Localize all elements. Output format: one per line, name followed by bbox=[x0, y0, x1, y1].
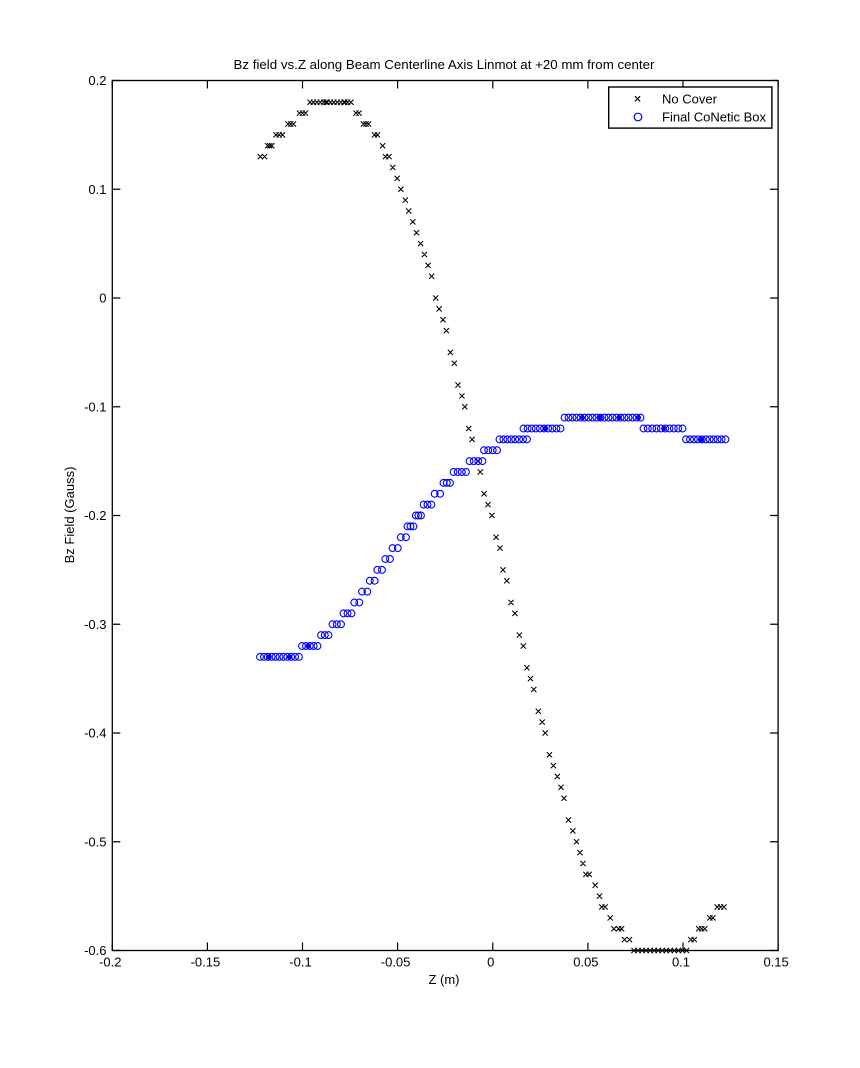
svg-text:0: 0 bbox=[99, 291, 106, 306]
svg-text:-0.6: -0.6 bbox=[84, 943, 106, 958]
svg-text:-0.05: -0.05 bbox=[381, 955, 411, 970]
svg-text:Final CoNetic Box: Final CoNetic Box bbox=[662, 110, 767, 125]
svg-text:0.2: 0.2 bbox=[88, 73, 106, 88]
svg-text:-0.3: -0.3 bbox=[84, 617, 106, 632]
svg-text:Bz Field (Gauss): Bz Field (Gauss) bbox=[62, 467, 77, 564]
svg-text:0.15: 0.15 bbox=[763, 955, 788, 970]
svg-text:-0.5: -0.5 bbox=[84, 834, 106, 849]
svg-text:0.1: 0.1 bbox=[672, 955, 690, 970]
svg-text:-0.1: -0.1 bbox=[84, 399, 106, 414]
svg-text:No Cover: No Cover bbox=[662, 91, 718, 106]
svg-text:0.1: 0.1 bbox=[88, 182, 106, 197]
svg-text:Bz field vs.Z along Beam Cente: Bz field vs.Z along Beam Centerline Axis… bbox=[234, 57, 655, 72]
svg-text:-0.4: -0.4 bbox=[84, 726, 106, 741]
svg-text:0: 0 bbox=[487, 955, 494, 970]
svg-text:-0.15: -0.15 bbox=[191, 955, 221, 970]
svg-text:-0.1: -0.1 bbox=[289, 955, 311, 970]
svg-text:-0.2: -0.2 bbox=[84, 508, 106, 523]
svg-text:-0.2: -0.2 bbox=[99, 955, 121, 970]
svg-text:Z (m): Z (m) bbox=[428, 972, 459, 987]
svg-text:0.05: 0.05 bbox=[573, 955, 598, 970]
